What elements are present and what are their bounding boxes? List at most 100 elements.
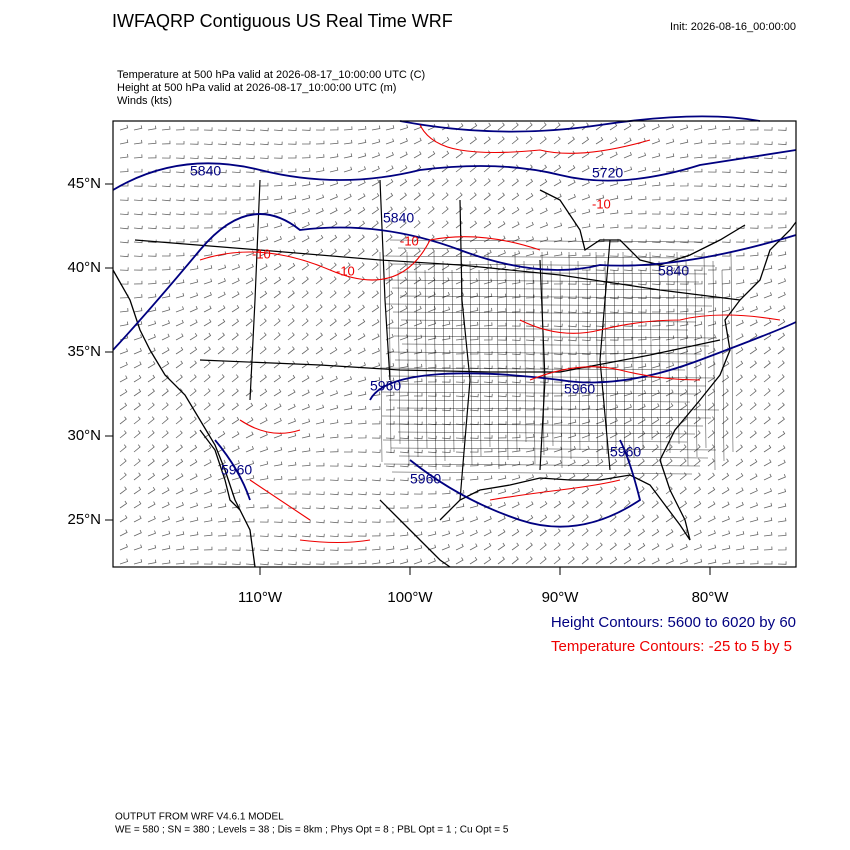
wind-barb xyxy=(721,197,731,202)
wind-barb xyxy=(749,444,758,453)
wind-barb xyxy=(749,319,758,327)
wind-barb xyxy=(427,393,437,397)
wind-barb xyxy=(749,502,759,509)
wind-barb xyxy=(707,334,717,341)
wind-barb xyxy=(595,323,605,328)
wind-barb xyxy=(147,430,155,439)
wind-barb xyxy=(581,405,591,411)
wind-barb xyxy=(231,374,239,383)
wind-barb xyxy=(665,458,673,467)
wind-barb xyxy=(329,533,339,538)
wind-barb xyxy=(385,220,393,229)
wind-barb xyxy=(497,502,506,509)
wind-barb xyxy=(273,505,283,509)
wind-barb xyxy=(357,220,366,229)
wind-barb xyxy=(315,477,325,481)
wind-barb xyxy=(203,183,213,188)
wind-barb xyxy=(315,361,324,369)
wind-barb xyxy=(707,486,716,495)
wind-barb xyxy=(371,152,381,159)
wind-barb xyxy=(707,125,717,131)
wind-barb xyxy=(231,155,241,160)
wind-barb xyxy=(553,406,563,411)
wind-barb xyxy=(343,505,353,510)
wind-barb xyxy=(581,542,589,551)
wind-barb xyxy=(315,404,325,411)
county-line xyxy=(398,271,708,275)
wind-barb xyxy=(119,281,129,285)
wind-barb xyxy=(609,500,617,509)
wind-barb xyxy=(693,307,703,313)
wind-barb xyxy=(637,322,647,327)
wind-barb xyxy=(231,304,240,313)
wind-barb xyxy=(441,364,451,369)
wind-barb xyxy=(273,318,281,327)
wind-barb xyxy=(301,208,311,215)
wind-barb xyxy=(273,403,282,411)
wind-barb xyxy=(371,406,381,411)
wind-barb xyxy=(735,183,745,188)
wind-barb xyxy=(679,139,689,145)
wind-barb xyxy=(273,547,283,552)
wind-barb xyxy=(427,248,435,257)
wind-barb xyxy=(469,449,479,453)
wind-barb xyxy=(749,402,757,411)
wind-barb xyxy=(189,197,199,202)
wind-barb xyxy=(343,139,353,145)
wind-barb xyxy=(329,207,338,215)
wind-barb xyxy=(693,515,702,523)
wind-barb xyxy=(189,169,199,174)
wind-barb xyxy=(595,295,605,300)
wind-barb xyxy=(287,235,296,243)
county-line xyxy=(505,269,509,461)
wind-barb xyxy=(609,195,619,201)
wind-barb xyxy=(763,127,773,131)
wind-barb xyxy=(343,262,351,271)
wind-barb xyxy=(399,290,408,299)
wind-barb xyxy=(133,211,143,216)
temperature-label: -10 xyxy=(336,263,355,278)
wind-barb xyxy=(413,504,423,509)
wind-barb xyxy=(763,444,772,453)
wind-barb xyxy=(427,164,436,173)
wind-barb xyxy=(161,402,169,411)
wind-barb xyxy=(749,183,759,188)
wind-barb xyxy=(133,225,143,230)
wind-barb xyxy=(343,519,353,524)
wind-barb xyxy=(119,486,127,495)
county-line xyxy=(541,251,545,456)
wind-barb xyxy=(371,420,381,425)
wind-barb xyxy=(497,542,506,551)
wind-barb xyxy=(133,197,143,202)
state-lines xyxy=(134,179,741,501)
wind-barb xyxy=(651,557,660,565)
wind-barb xyxy=(553,179,562,187)
wind-barb xyxy=(399,220,407,229)
wind-barb xyxy=(175,333,184,341)
wind-barb xyxy=(301,389,310,397)
wind-barb xyxy=(749,458,758,467)
wind-barb xyxy=(343,560,353,565)
county-line xyxy=(613,269,617,446)
wind-barb xyxy=(161,266,171,271)
wind-barb xyxy=(679,153,689,159)
lon-label: 80°W xyxy=(692,589,730,606)
wind-barb xyxy=(665,362,675,369)
wind-barb xyxy=(581,208,591,215)
wind-barb xyxy=(721,239,731,243)
wind-barb xyxy=(623,556,632,565)
wind-barb xyxy=(441,393,451,397)
wind-barb xyxy=(623,542,632,551)
wind-barb xyxy=(455,530,465,537)
wind-barb xyxy=(287,262,296,271)
wind-barb xyxy=(483,220,492,229)
wind-barb xyxy=(189,459,198,467)
wind-barb xyxy=(301,375,310,383)
wind-barb xyxy=(245,155,255,160)
wind-barb xyxy=(567,179,576,187)
wind-barb xyxy=(301,127,311,131)
wind-barb xyxy=(553,446,563,453)
wind-barb xyxy=(777,517,787,523)
wind-barb xyxy=(231,489,241,495)
